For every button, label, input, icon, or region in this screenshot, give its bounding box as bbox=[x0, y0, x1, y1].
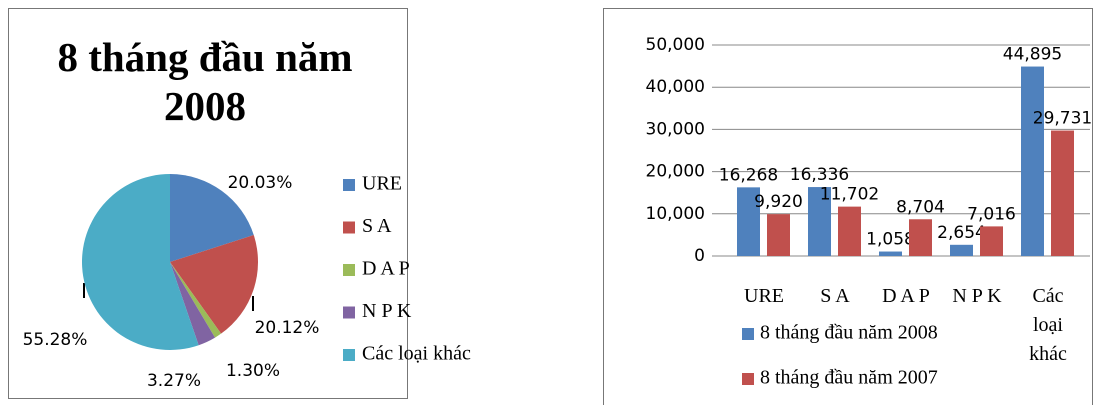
data-label: 9,920 bbox=[754, 192, 803, 212]
legend-label: 8 tháng đầu năm 2008 bbox=[760, 322, 938, 344]
legend-swatch bbox=[343, 264, 355, 276]
data-label: 1,058 bbox=[866, 230, 915, 250]
bar bbox=[1021, 66, 1044, 257]
pie-slice bbox=[170, 174, 254, 262]
data-label: 16,336 bbox=[790, 165, 849, 185]
bar bbox=[950, 244, 973, 256]
legend-swatch bbox=[343, 349, 355, 361]
data-label: 55.28% bbox=[23, 330, 88, 350]
legend-swatch bbox=[343, 221, 355, 234]
bar bbox=[737, 187, 760, 256]
data-label: 29,731 bbox=[1033, 109, 1092, 129]
legend-swatch bbox=[343, 179, 355, 191]
data-label: 3.27% bbox=[147, 371, 201, 391]
pie-slice bbox=[170, 262, 222, 338]
bar-frame bbox=[603, 8, 1093, 405]
bar bbox=[838, 206, 861, 256]
data-label: 44,895 bbox=[1003, 45, 1062, 65]
data-label: 2,654 bbox=[937, 223, 986, 243]
legend-swatch bbox=[742, 373, 754, 385]
x-tick-label: N P K bbox=[952, 285, 1002, 307]
x-tick-label: Các loại khác bbox=[1029, 285, 1067, 365]
y-tick-label: 20,000 bbox=[646, 162, 705, 182]
legend-label: 8 tháng đầu năm 2007 bbox=[760, 367, 938, 389]
bar bbox=[1051, 130, 1074, 256]
pie-title: 8 tháng đầu năm 2008 bbox=[57, 34, 353, 129]
y-tick-label: 40,000 bbox=[646, 77, 705, 97]
legend-label: D A P bbox=[362, 258, 410, 280]
legend-label: N P K bbox=[362, 300, 412, 322]
x-tick-label: URE bbox=[744, 285, 784, 307]
y-tick-label: 10,000 bbox=[646, 204, 705, 224]
bar bbox=[767, 214, 790, 256]
pie-frame bbox=[8, 8, 408, 399]
legend-swatch bbox=[343, 306, 355, 319]
data-label: 20.03% bbox=[228, 173, 293, 193]
legend-label: URE bbox=[362, 173, 402, 195]
bar bbox=[879, 251, 902, 256]
data-label: 8,704 bbox=[896, 197, 945, 217]
data-label: 7,016 bbox=[967, 204, 1016, 224]
legend-label: S A bbox=[362, 215, 392, 237]
legend-label: Các loại khác bbox=[362, 343, 471, 365]
bar bbox=[808, 187, 831, 256]
data-label: 11,702 bbox=[820, 185, 879, 205]
bar bbox=[980, 226, 1003, 256]
x-tick-label: S A bbox=[820, 285, 850, 307]
data-label: 1.30% bbox=[226, 361, 280, 381]
pie-slice bbox=[170, 234, 258, 334]
y-tick-label: 50,000 bbox=[646, 35, 705, 55]
y-tick-label: 0 bbox=[694, 246, 705, 266]
pie-slice bbox=[170, 262, 216, 346]
x-tick-label: D A P bbox=[882, 285, 930, 307]
data-label: 16,268 bbox=[719, 165, 778, 185]
data-label: 20.12% bbox=[255, 318, 320, 338]
bar bbox=[909, 219, 932, 256]
pie-slice bbox=[82, 174, 199, 350]
y-tick-label: 30,000 bbox=[646, 119, 705, 139]
legend-swatch bbox=[742, 328, 754, 340]
